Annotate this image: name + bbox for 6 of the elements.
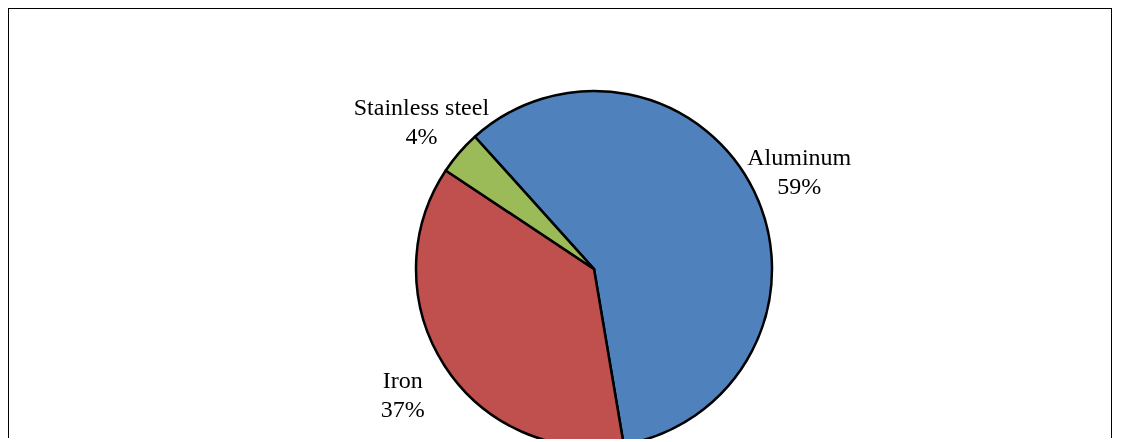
slice-label: Stainless steel bbox=[353, 94, 490, 121]
slice-label: Aluminum bbox=[747, 143, 852, 170]
slice-label: Iron bbox=[382, 367, 423, 394]
data-label: 59% bbox=[777, 172, 822, 199]
data-label: 4% bbox=[405, 123, 438, 150]
data-label: 37% bbox=[380, 396, 425, 423]
